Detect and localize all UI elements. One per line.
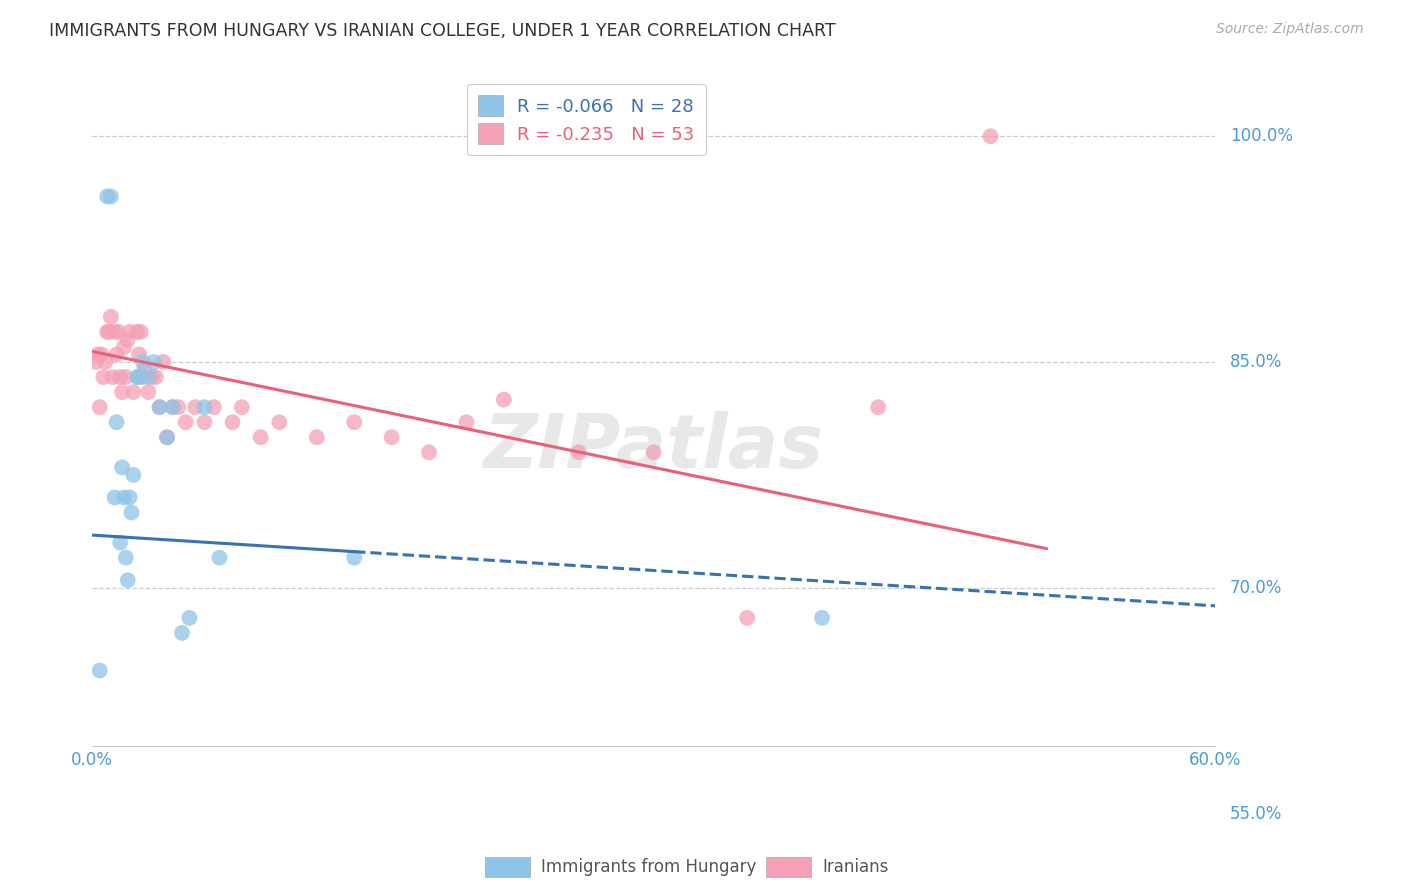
Point xyxy=(381,430,404,444)
Point xyxy=(101,370,124,384)
Point xyxy=(231,400,253,414)
Point xyxy=(148,400,170,414)
Point xyxy=(156,430,179,444)
Point xyxy=(145,370,167,384)
Point xyxy=(167,400,190,414)
Point xyxy=(305,430,328,444)
Point xyxy=(111,460,134,475)
Point xyxy=(96,189,118,203)
Point xyxy=(105,415,128,429)
Point xyxy=(115,370,138,384)
Point xyxy=(127,325,149,339)
Point xyxy=(162,400,184,414)
Point xyxy=(118,325,141,339)
Point xyxy=(136,370,159,384)
Point xyxy=(121,506,143,520)
Point xyxy=(221,415,243,429)
Text: Iranians: Iranians xyxy=(823,858,889,876)
Point xyxy=(343,550,366,565)
Point xyxy=(131,370,153,384)
Point xyxy=(117,573,139,587)
Text: 100.0%: 100.0% xyxy=(1230,128,1294,145)
Point xyxy=(418,445,440,459)
Point xyxy=(111,385,134,400)
Point xyxy=(87,347,110,361)
Point xyxy=(162,400,184,414)
Point xyxy=(100,189,122,203)
Point xyxy=(131,355,153,369)
Point xyxy=(134,362,156,376)
Point xyxy=(1035,874,1057,888)
Point xyxy=(98,325,121,339)
Point xyxy=(179,611,201,625)
Point xyxy=(104,325,127,339)
Point xyxy=(129,325,152,339)
Point xyxy=(343,415,366,429)
Point xyxy=(174,415,197,429)
Point xyxy=(128,370,150,384)
Point xyxy=(110,535,132,549)
Point xyxy=(141,370,163,384)
Point xyxy=(208,550,231,565)
Text: IMMIGRANTS FROM HUNGARY VS IRANIAN COLLEGE, UNDER 1 YEAR CORRELATION CHART: IMMIGRANTS FROM HUNGARY VS IRANIAN COLLE… xyxy=(49,22,835,40)
Point xyxy=(84,355,107,369)
Point xyxy=(152,355,174,369)
Point xyxy=(89,400,111,414)
Point xyxy=(107,325,129,339)
Point xyxy=(979,129,1001,144)
Text: 55.0%: 55.0% xyxy=(1230,805,1282,822)
Point xyxy=(96,325,118,339)
Point xyxy=(105,347,128,361)
Point xyxy=(104,491,127,505)
Point xyxy=(456,415,478,429)
Point xyxy=(112,491,135,505)
Point xyxy=(661,806,683,821)
Point xyxy=(568,445,591,459)
Point xyxy=(117,333,139,347)
Point xyxy=(249,430,271,444)
Text: ZIPatlas: ZIPatlas xyxy=(484,411,824,484)
Point xyxy=(110,370,132,384)
Point xyxy=(136,385,159,400)
Point xyxy=(115,550,138,565)
Point xyxy=(193,400,215,414)
Point xyxy=(184,400,207,414)
Point xyxy=(202,400,225,414)
Point xyxy=(868,400,890,414)
Point xyxy=(170,626,193,640)
Point xyxy=(90,347,112,361)
Text: Immigrants from Hungary: Immigrants from Hungary xyxy=(541,858,756,876)
Point xyxy=(94,355,117,369)
Text: 85.0%: 85.0% xyxy=(1230,353,1282,371)
Point xyxy=(269,415,291,429)
Point xyxy=(100,310,122,324)
Point xyxy=(142,355,165,369)
Point xyxy=(643,445,665,459)
Text: 70.0%: 70.0% xyxy=(1230,579,1282,597)
Text: Source: ZipAtlas.com: Source: ZipAtlas.com xyxy=(1216,22,1364,37)
Point xyxy=(89,664,111,678)
Legend: R = -0.066   N = 28, R = -0.235   N = 53: R = -0.066 N = 28, R = -0.235 N = 53 xyxy=(467,85,706,155)
Point xyxy=(127,370,149,384)
Point xyxy=(811,611,834,625)
Point xyxy=(93,370,115,384)
Point xyxy=(148,400,170,414)
Point xyxy=(122,467,145,482)
Point xyxy=(492,392,515,407)
Point xyxy=(128,347,150,361)
Point xyxy=(122,385,145,400)
Point xyxy=(735,611,758,625)
Point xyxy=(112,340,135,354)
Point xyxy=(118,491,141,505)
Point xyxy=(193,415,215,429)
Point xyxy=(156,430,179,444)
